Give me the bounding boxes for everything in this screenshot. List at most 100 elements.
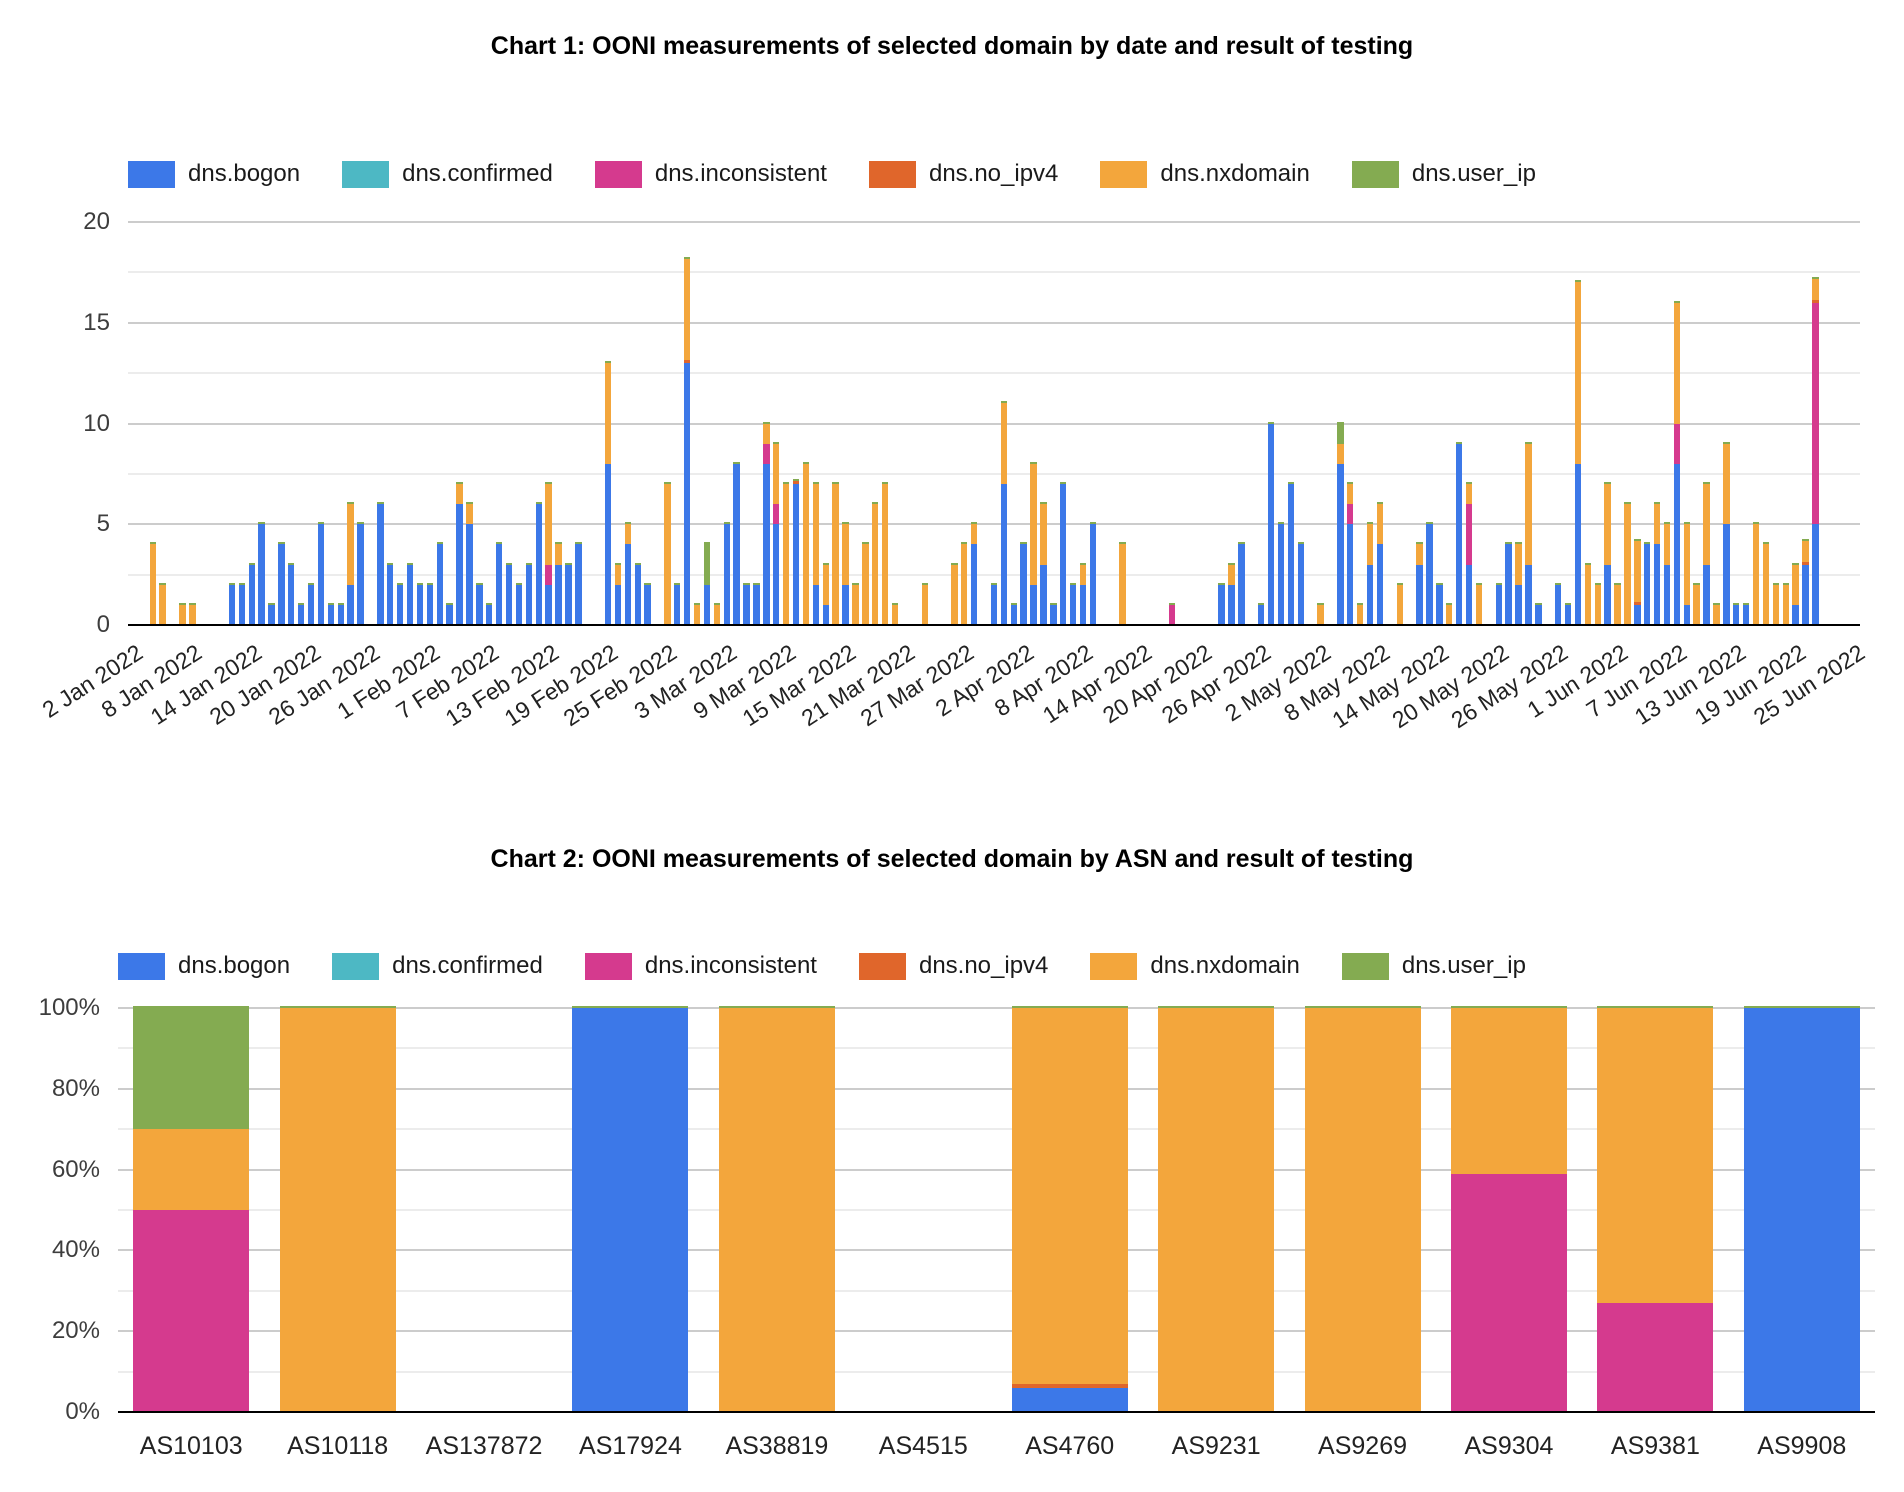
bar-7-Feb-2022[interactable] — [486, 602, 493, 625]
bar-31-Mar-2022[interactable] — [1000, 401, 1008, 625]
bar-8-Jan-2022[interactable] — [189, 602, 196, 625]
bar-15-Mar-2022[interactable] — [842, 522, 849, 625]
bar-4-Mar-2022[interactable] — [733, 461, 740, 625]
bar-8-Feb-2022[interactable] — [495, 542, 503, 625]
bar-29-Jan-2022[interactable] — [396, 582, 404, 625]
bar-31-May-2022[interactable] — [1604, 481, 1611, 625]
bar-18-Mar-2022[interactable] — [872, 502, 879, 625]
bar-11-Feb-2022[interactable] — [525, 562, 533, 625]
bar-3-Apr-2022[interactable] — [1030, 461, 1037, 625]
bar-30-May-2022[interactable] — [1594, 582, 1601, 625]
bar-29-May-2022[interactable] — [1584, 562, 1592, 625]
bar-28-May-2022[interactable] — [1574, 280, 1582, 625]
bar-13-Mar-2022[interactable] — [822, 562, 829, 625]
bar-28-Apr-2022[interactable] — [1277, 522, 1285, 625]
bar-28-Mar-2022[interactable] — [971, 522, 978, 625]
bar-23-Feb-2022[interactable] — [644, 582, 651, 625]
bar-20-May-2022[interactable] — [1495, 582, 1502, 625]
bar-7-May-2022[interactable] — [1366, 522, 1374, 625]
bar-4-May-2022[interactable] — [1337, 421, 1344, 625]
bar-AS4760[interactable] — [1011, 1006, 1128, 1412]
bar-AS38819[interactable] — [718, 1006, 835, 1412]
bar-22-May-2022[interactable] — [1515, 542, 1522, 625]
bar-21-Jun-2022[interactable] — [1812, 277, 1819, 625]
bar-21-Feb-2022[interactable] — [624, 522, 631, 625]
bar-20-Feb-2022[interactable] — [614, 562, 622, 625]
bar-15-Jan-2022[interactable] — [258, 522, 265, 625]
bar-12-May-2022[interactable] — [1416, 542, 1423, 625]
bar-18-May-2022[interactable] — [1475, 582, 1483, 625]
bar-10-Feb-2022[interactable] — [515, 582, 523, 625]
bar-5-Apr-2022[interactable] — [1050, 602, 1057, 625]
bar-23-May-2022[interactable] — [1525, 441, 1532, 625]
bar-12-Feb-2022[interactable] — [535, 502, 542, 625]
bar-13-Feb-2022[interactable] — [545, 481, 552, 625]
bar-AS17924[interactable] — [572, 1006, 689, 1412]
bar-23-Jan-2022[interactable] — [337, 602, 344, 625]
bar-17-May-2022[interactable] — [1465, 481, 1473, 625]
bar-9-Mar-2022[interactable] — [782, 481, 790, 625]
bar-10-Jun-2022[interactable] — [1703, 481, 1710, 625]
bar-1-Mar-2022[interactable] — [703, 542, 711, 625]
bar-16-Jun-2022[interactable] — [1762, 542, 1770, 625]
bar-5-Jan-2022[interactable] — [159, 582, 166, 625]
bar-16-May-2022[interactable] — [1455, 441, 1463, 625]
bar-17-Jun-2022[interactable] — [1772, 582, 1780, 625]
bar-26-May-2022[interactable] — [1554, 582, 1562, 625]
bar-20-Jun-2022[interactable] — [1802, 539, 1809, 625]
bar-16-Mar-2022[interactable] — [852, 582, 859, 625]
bar-6-Mar-2022[interactable] — [753, 582, 760, 625]
bar-2-Apr-2022[interactable] — [1020, 542, 1027, 625]
bar-13-Jun-2022[interactable] — [1733, 602, 1740, 625]
bar-7-Apr-2022[interactable] — [1069, 582, 1077, 625]
bar-24-Jan-2022[interactable] — [347, 502, 354, 625]
bar-6-Jun-2022[interactable] — [1663, 522, 1671, 625]
bar-26-Feb-2022[interactable] — [674, 582, 681, 625]
bar-10-May-2022[interactable] — [1396, 582, 1403, 625]
bar-1-Feb-2022[interactable] — [426, 582, 434, 625]
bar-4-Apr-2022[interactable] — [1040, 502, 1047, 625]
bar-17-Apr-2022[interactable] — [1168, 602, 1176, 625]
bar-5-May-2022[interactable] — [1347, 481, 1354, 625]
bar-11-Jun-2022[interactable] — [1713, 602, 1720, 625]
bar-18-Jan-2022[interactable] — [288, 562, 295, 625]
bar-22-Apr-2022[interactable] — [1218, 582, 1225, 625]
bar-2-Mar-2022[interactable] — [713, 602, 721, 625]
bar-31-Jan-2022[interactable] — [416, 582, 424, 625]
bar-8-Apr-2022[interactable] — [1079, 562, 1087, 625]
bar-16-Jan-2022[interactable] — [268, 602, 275, 625]
bar-16-Feb-2022[interactable] — [575, 542, 582, 625]
bar-15-Feb-2022[interactable] — [565, 562, 572, 625]
bar-14-Mar-2022[interactable] — [832, 481, 839, 625]
bar-19-Jan-2022[interactable] — [298, 602, 305, 625]
bar-9-Jun-2022[interactable] — [1693, 582, 1700, 625]
bar-23-Mar-2022[interactable] — [921, 582, 928, 625]
bar-AS9269[interactable] — [1304, 1006, 1421, 1412]
bar-30-Apr-2022[interactable] — [1297, 542, 1304, 625]
bar-26-Mar-2022[interactable] — [951, 562, 958, 625]
bar-27-Mar-2022[interactable] — [961, 542, 968, 625]
bar-AS9381[interactable] — [1597, 1006, 1714, 1412]
bar-14-May-2022[interactable] — [1436, 582, 1443, 625]
bar-2-May-2022[interactable] — [1317, 602, 1324, 625]
bar-17-Mar-2022[interactable] — [862, 542, 869, 625]
bar-4-Feb-2022[interactable] — [456, 481, 463, 625]
bar-27-May-2022[interactable] — [1564, 602, 1572, 625]
bar-22-Jan-2022[interactable] — [327, 602, 335, 625]
bar-3-Jun-2022[interactable] — [1634, 539, 1641, 625]
bar-27-Feb-2022[interactable] — [683, 257, 691, 625]
bar-5-Jun-2022[interactable] — [1653, 502, 1661, 625]
bar-13-May-2022[interactable] — [1426, 522, 1433, 625]
bar-AS10118[interactable] — [279, 1006, 396, 1412]
bar-14-Jan-2022[interactable] — [248, 562, 255, 625]
bar-30-Mar-2022[interactable] — [990, 582, 998, 625]
bar-27-Jan-2022[interactable] — [377, 502, 384, 625]
bar-19-Mar-2022[interactable] — [881, 481, 889, 625]
bar-22-Feb-2022[interactable] — [634, 562, 641, 625]
bar-5-Feb-2022[interactable] — [466, 502, 473, 625]
bar-12-Mar-2022[interactable] — [812, 481, 820, 625]
bar-7-Jan-2022[interactable] — [179, 602, 186, 625]
bar-24-Apr-2022[interactable] — [1238, 542, 1245, 625]
bar-30-Jan-2022[interactable] — [406, 562, 414, 625]
bar-27-Apr-2022[interactable] — [1267, 421, 1275, 625]
